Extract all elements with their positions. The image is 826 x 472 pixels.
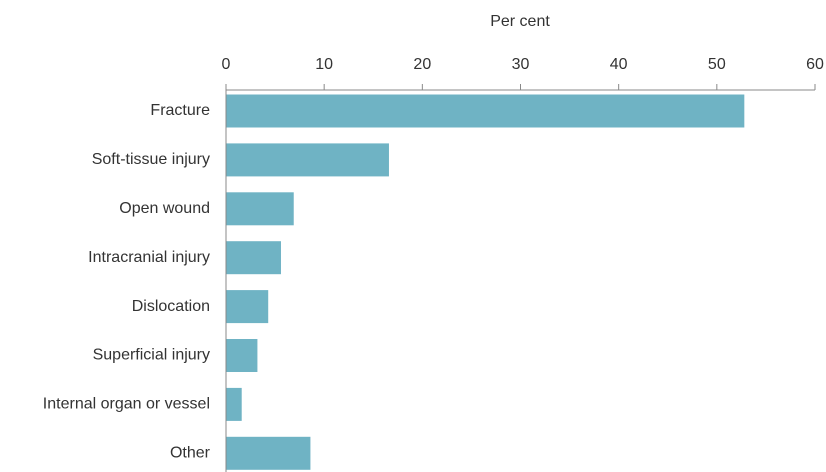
x-tick-label: 0 bbox=[222, 56, 231, 73]
bar bbox=[226, 290, 269, 324]
x-tick-label: 30 bbox=[512, 56, 530, 73]
y-tick-label: Superficial injury bbox=[93, 347, 210, 364]
x-tick-label: 50 bbox=[708, 56, 726, 73]
y-tick-label: Fracture bbox=[150, 102, 210, 119]
bar bbox=[226, 339, 258, 372]
bar bbox=[226, 387, 242, 421]
x-tick-label: 10 bbox=[315, 56, 333, 73]
y-tick-label: Internal organ or vessel bbox=[43, 396, 210, 413]
x-tick-label: 40 bbox=[610, 56, 628, 73]
y-tick-label: Open wound bbox=[119, 200, 210, 217]
x-tick-label: 20 bbox=[413, 56, 431, 73]
x-axis-title: Per cent bbox=[490, 13, 550, 30]
bar bbox=[226, 94, 745, 128]
bar bbox=[226, 436, 311, 470]
bar bbox=[226, 192, 294, 226]
y-tick-label: Other bbox=[170, 445, 211, 462]
y-tick-label: Intracranial injury bbox=[88, 249, 210, 266]
x-tick-label: 60 bbox=[806, 56, 824, 73]
y-tick-label: Soft-tissue injury bbox=[92, 151, 210, 168]
bar bbox=[226, 241, 281, 275]
y-tick-label: Dislocation bbox=[132, 298, 210, 315]
bar bbox=[226, 143, 389, 177]
